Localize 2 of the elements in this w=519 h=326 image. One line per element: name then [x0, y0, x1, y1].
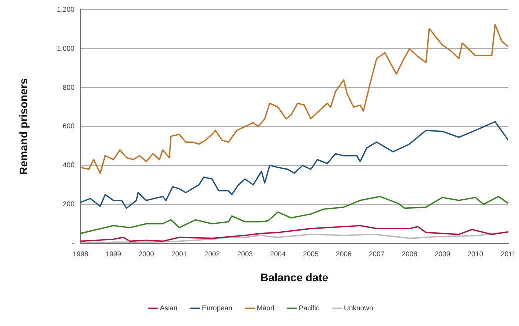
y-axis-title: Remand prisoners — [18, 78, 31, 176]
x-axis-title: Balance date — [260, 272, 329, 284]
